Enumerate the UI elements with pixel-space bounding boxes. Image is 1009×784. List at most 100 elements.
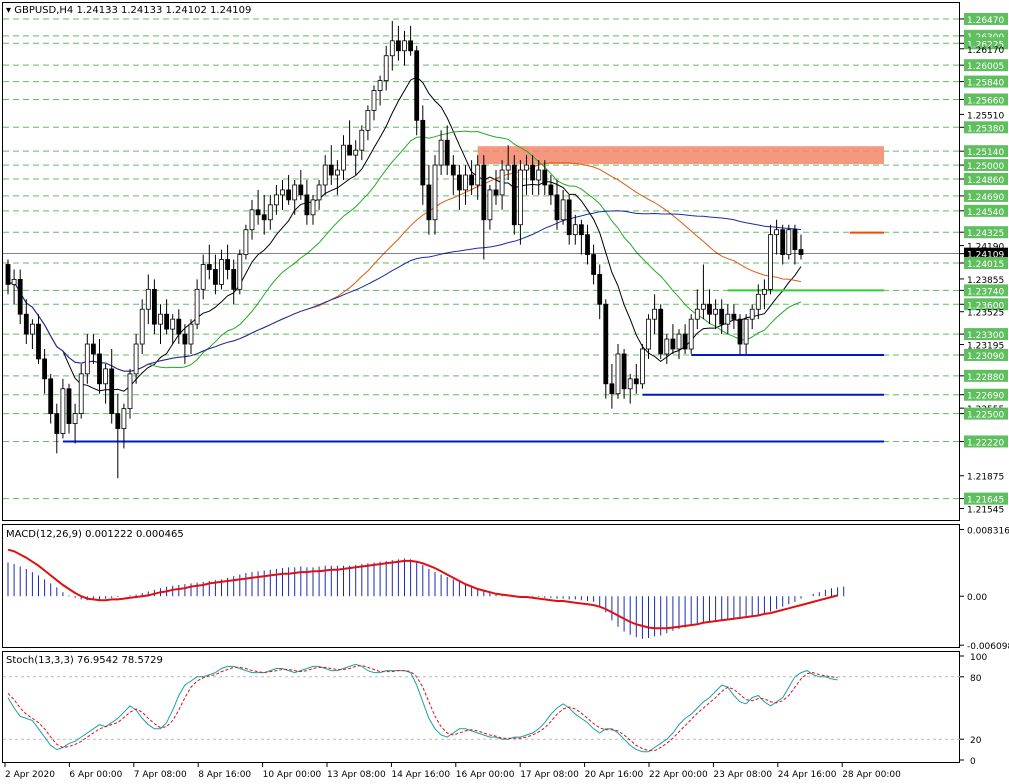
- price-label-bg: [964, 226, 1008, 239]
- candle-body-up: [701, 303, 706, 310]
- candle: [633, 363, 639, 394]
- price-label: 1.23300: [967, 331, 1004, 341]
- candle-body-up: [273, 194, 279, 206]
- candle-body-up: [652, 308, 657, 320]
- candle: [505, 145, 511, 180]
- stoch-tick-label: 80: [970, 674, 982, 684]
- candle-body-up: [121, 408, 127, 429]
- candle: [395, 25, 401, 61]
- candle-body-down: [212, 269, 218, 285]
- candle: [749, 304, 755, 330]
- candle-body-down: [633, 378, 639, 385]
- candle-body-down: [23, 313, 29, 335]
- candle: [353, 140, 359, 176]
- candles: [5, 20, 804, 479]
- time-label: 24 Apr 16:00: [778, 770, 837, 780]
- candle-body-up: [267, 204, 273, 221]
- candle-body-down: [426, 184, 432, 221]
- candle-body-down: [621, 353, 627, 390]
- candle: [176, 309, 182, 345]
- candle-body-down: [548, 184, 554, 196]
- candle-body-up: [640, 348, 645, 385]
- candle: [84, 334, 90, 384]
- candle-body-up: [487, 189, 493, 221]
- candle: [658, 304, 664, 359]
- candle: [91, 334, 96, 364]
- candle-body-up: [84, 343, 90, 375]
- candle: [60, 378, 66, 439]
- time-label: 13 Apr 08:00: [327, 770, 386, 780]
- candle-body-down: [585, 234, 590, 255]
- candle: [164, 299, 170, 335]
- candle-body-down: [579, 224, 584, 236]
- candle-body-up: [243, 229, 249, 255]
- candle-body-up: [377, 80, 383, 91]
- candle: [48, 373, 54, 424]
- candle: [475, 155, 481, 200]
- time-label: 17 Apr 08:00: [520, 770, 579, 780]
- candle-body-down: [511, 164, 517, 226]
- candle-body-up: [322, 164, 328, 186]
- horizontal-levels[interactable]: [3, 231, 960, 443]
- candle: [511, 155, 517, 235]
- symbol-line: GBPUSD,H4 1.24133 1.24133 1.24102 1.2410…: [14, 5, 251, 16]
- candle-body-up: [60, 388, 66, 434]
- candle-body-down: [609, 383, 615, 395]
- price-label: 1.25380: [967, 124, 1004, 134]
- price-label-bg: [964, 173, 1008, 186]
- candle-body-up: [572, 224, 578, 236]
- candle: [206, 244, 212, 280]
- candle: [231, 259, 237, 305]
- candle-body-up: [353, 149, 359, 156]
- collapse-triangle-icon: ▾: [6, 5, 14, 16]
- candle: [652, 294, 657, 335]
- candle: [182, 324, 188, 364]
- price-label: 1.26225: [967, 40, 1004, 50]
- candle-body-down: [225, 259, 231, 270]
- candle: [481, 155, 487, 260]
- candle-body-down: [182, 333, 188, 345]
- candle: [640, 344, 645, 389]
- ma-green-line: [7, 130, 802, 372]
- candle: [548, 175, 554, 205]
- candle-body-up: [334, 169, 340, 176]
- time-label: 7 Apr 08:00: [134, 770, 187, 780]
- candle-body-down: [780, 229, 786, 255]
- macd-tick-label: 0.00: [967, 593, 987, 603]
- candle: [780, 224, 786, 265]
- candle: [97, 339, 102, 394]
- candle-body-down: [5, 264, 11, 285]
- candle-body-down: [554, 194, 560, 221]
- candle: [359, 125, 365, 161]
- candle-body-down: [298, 184, 304, 196]
- price-label-bg: [964, 348, 1008, 361]
- candle: [286, 175, 292, 205]
- candle: [719, 299, 725, 335]
- candle-body-up: [694, 308, 700, 320]
- candle-body-up: [359, 129, 365, 151]
- candle-body-down: [597, 274, 603, 305]
- stoch-pane: 100 80 20 0: [3, 653, 987, 767]
- macd-header: MACD(12,26,9) 0.001222 0.000465: [6, 529, 184, 540]
- candle: [414, 45, 420, 136]
- candle: [54, 403, 60, 454]
- stoch-tick-label: 20: [970, 736, 982, 746]
- candle-body-up: [371, 90, 377, 111]
- candle: [261, 194, 267, 235]
- current-price-label: 1.24109: [967, 251, 1004, 261]
- candle: [237, 249, 243, 295]
- time-axis: 2 Apr 2020 6 Apr 00:00 7 Apr 08:00 8 Apr 16…: [4, 763, 901, 780]
- candle-body-up: [676, 333, 682, 350]
- candle-body-down: [542, 169, 548, 186]
- price-label: 1.22690: [967, 392, 1004, 402]
- candle-body-up: [725, 313, 731, 325]
- candle-body-up: [774, 229, 779, 236]
- candle-body-up: [499, 169, 505, 196]
- candle: [579, 219, 584, 255]
- candle-body-down: [97, 353, 102, 385]
- candle: [743, 314, 749, 354]
- candle-body-down: [304, 194, 310, 216]
- candle-body-up: [72, 413, 78, 424]
- price-label: 1.26005: [967, 62, 1004, 72]
